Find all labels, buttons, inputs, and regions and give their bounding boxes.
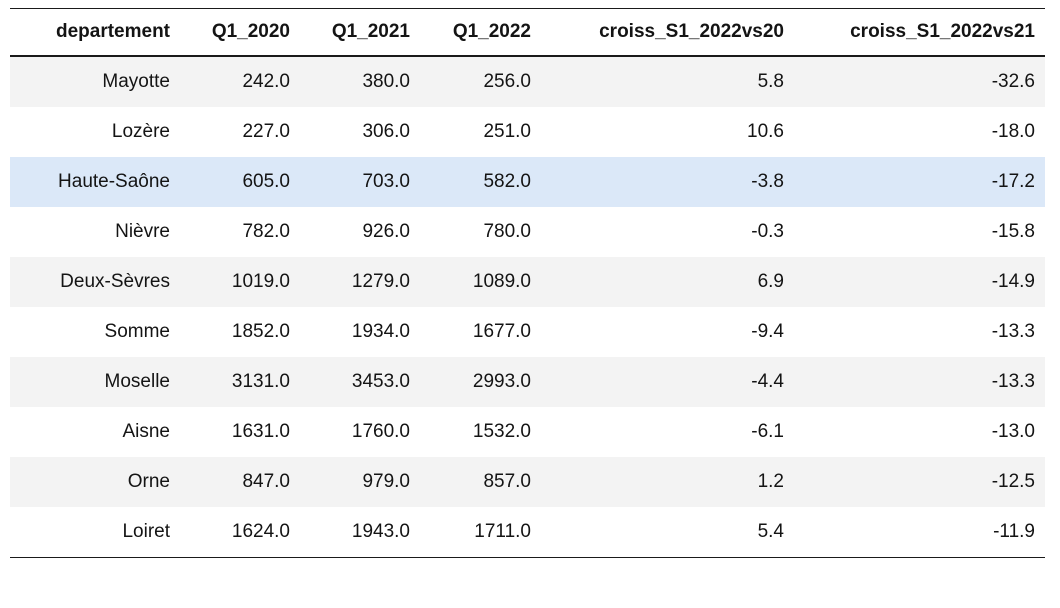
row-label-cell: Loiret xyxy=(122,521,170,542)
row-label-cell: Nièvre xyxy=(115,221,170,242)
value-cell: 1279.0 xyxy=(351,271,410,292)
value-cell: 1.2 xyxy=(757,471,784,492)
column-header-croiss_S1_2022vs20: croiss_S1_2022vs20 xyxy=(599,21,784,42)
row-label-cell: Moselle xyxy=(104,371,170,392)
column-header-departement: departement xyxy=(55,21,170,42)
value-cell: 227.0 xyxy=(242,121,290,142)
value-cell: -15.8 xyxy=(991,221,1035,242)
table-row: Haute-Saône 605.0 703.0 582.0 -3.8 -17.2 xyxy=(10,157,1045,207)
row-label-cell: Aisne xyxy=(122,421,170,442)
value-cell: 6.9 xyxy=(757,271,784,292)
value-cell: 10.6 xyxy=(747,121,784,142)
table-row: Orne 847.0 979.0 857.0 1.2 -12.5 xyxy=(10,457,1045,507)
value-cell: -17.2 xyxy=(991,171,1035,192)
table-head: departement Q1_2020 Q1_2021 Q1_2022 croiss_S… xyxy=(10,8,1045,56)
row-label-cell: Mayotte xyxy=(102,71,170,92)
value-cell: 2993.0 xyxy=(472,371,531,392)
row-label-cell: Somme xyxy=(104,321,170,342)
table-row: Somme 1852.0 1934.0 1677.0 -9.4 -13.3 xyxy=(10,307,1045,357)
value-cell: 5.8 xyxy=(757,71,784,92)
column-header-Q1_2022: Q1_2022 xyxy=(452,21,531,42)
value-cell: 251.0 xyxy=(483,121,531,142)
value-cell: 1677.0 xyxy=(472,321,531,342)
value-cell: -6.1 xyxy=(751,421,784,442)
value-cell: 3131.0 xyxy=(231,371,290,392)
value-cell: -12.5 xyxy=(991,471,1035,492)
header-row: departement Q1_2020 Q1_2021 Q1_2022 croiss_S… xyxy=(10,8,1045,56)
value-cell: 703.0 xyxy=(362,171,410,192)
value-cell: -0.3 xyxy=(751,221,784,242)
value-cell: 926.0 xyxy=(362,221,410,242)
row-label-cell: Deux-Sèvres xyxy=(60,271,170,292)
row-label-cell: Orne xyxy=(127,471,170,492)
table-row: Aisne 1631.0 1760.0 1532.0 -6.1 -13.0 xyxy=(10,407,1045,457)
value-cell: 1019.0 xyxy=(231,271,290,292)
value-cell: 256.0 xyxy=(483,71,531,92)
value-cell: 1852.0 xyxy=(231,321,290,342)
table-body: Mayotte 242.0 380.0 256.0 5.8 -32.6 Lozère 227.… xyxy=(10,56,1045,558)
value-cell: 1934.0 xyxy=(351,321,410,342)
value-cell: 582.0 xyxy=(483,171,531,192)
value-cell: -18.0 xyxy=(991,121,1035,142)
value-cell: 1089.0 xyxy=(472,271,531,292)
value-cell: -32.6 xyxy=(991,71,1035,92)
value-cell: -13.3 xyxy=(991,371,1035,392)
value-cell: -13.3 xyxy=(991,321,1035,342)
row-label-cell: Lozère xyxy=(111,121,170,142)
table-row: Loiret 1624.0 1943.0 1711.0 5.4 -11.9 xyxy=(10,507,1045,558)
table-row: Mayotte 242.0 380.0 256.0 5.8 -32.6 xyxy=(10,56,1045,107)
row-label-cell: Haute-Saône xyxy=(58,171,170,192)
value-cell: -13.0 xyxy=(991,421,1035,442)
value-cell: 780.0 xyxy=(483,221,531,242)
value-cell: 1760.0 xyxy=(351,421,410,442)
value-cell: -11.9 xyxy=(993,521,1035,542)
table-row: Deux-Sèvres 1019.0 1279.0 1089.0 6.9 -14.9 xyxy=(10,257,1045,307)
value-cell: 1943.0 xyxy=(351,521,410,542)
value-cell: 3453.0 xyxy=(351,371,410,392)
value-cell: 1631.0 xyxy=(231,421,290,442)
value-cell: -4.4 xyxy=(751,371,784,392)
data-table: departement Q1_2020 Q1_2021 Q1_2022 croiss_S… xyxy=(10,8,1045,558)
value-cell: 5.4 xyxy=(757,521,784,542)
value-cell: 605.0 xyxy=(242,171,290,192)
value-cell: -3.8 xyxy=(751,171,784,192)
value-cell: 1711.0 xyxy=(474,521,531,542)
value-cell: 380.0 xyxy=(362,71,410,92)
column-header-croiss_S1_2022vs21: croiss_S1_2022vs21 xyxy=(850,21,1035,42)
value-cell: 782.0 xyxy=(242,221,290,242)
value-cell: 847.0 xyxy=(242,471,290,492)
table-row: Lozère 227.0 306.0 251.0 10.6 -18.0 xyxy=(10,107,1045,157)
column-header-Q1_2020: Q1_2020 xyxy=(211,21,290,42)
value-cell: -14.9 xyxy=(991,271,1035,292)
value-cell: 1624.0 xyxy=(231,521,290,542)
value-cell: 306.0 xyxy=(362,121,410,142)
value-cell: 242.0 xyxy=(242,71,290,92)
table-row: Moselle 3131.0 3453.0 2993.0 -4.4 -13.3 xyxy=(10,357,1045,407)
value-cell: 979.0 xyxy=(362,471,410,492)
value-cell: -9.4 xyxy=(751,321,784,342)
value-cell: 1532.0 xyxy=(472,421,531,442)
table-row: Nièvre 782.0 926.0 780.0 -0.3 -15.8 xyxy=(10,207,1045,257)
column-header-Q1_2021: Q1_2021 xyxy=(331,21,410,42)
value-cell: 857.0 xyxy=(483,471,531,492)
